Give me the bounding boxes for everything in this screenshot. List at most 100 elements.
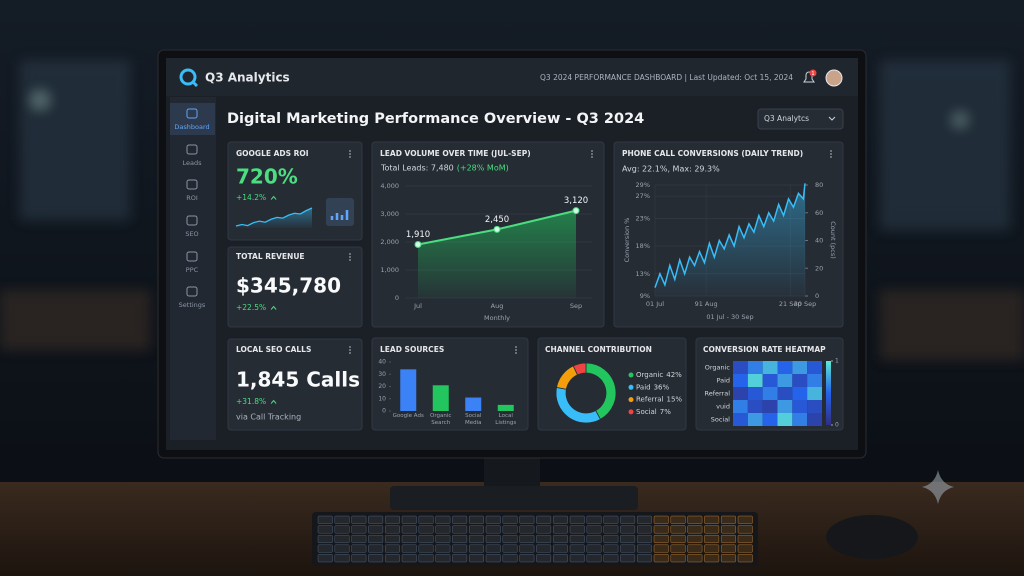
y-tick-label: 30 — [378, 371, 386, 378]
heat-cell — [762, 400, 778, 413]
sidebar-label[interactable]: Settings — [179, 301, 206, 309]
sidebar-label[interactable]: PPC — [186, 266, 199, 274]
chart-title: LEAD SOURCES — [380, 345, 444, 354]
office-blur — [0, 60, 1024, 360]
key — [334, 554, 350, 563]
x-tick-label: 21 Sep — [779, 300, 802, 308]
key — [435, 554, 451, 563]
heat-cell — [747, 413, 763, 426]
key — [469, 535, 484, 544]
y2-tick-label: 0 — [815, 292, 819, 300]
key — [721, 554, 736, 563]
x-tick-label-box: Local Listings — [495, 413, 517, 426]
key — [334, 525, 350, 534]
row-label: Organic — [705, 364, 731, 372]
sidebar-label[interactable]: ROI — [186, 194, 198, 202]
legend-swatch — [628, 409, 634, 415]
y-tick-label: 40 — [378, 359, 386, 366]
heat-cell — [792, 413, 808, 426]
key — [704, 525, 720, 534]
menu-dot — [830, 153, 832, 155]
menu-dot — [349, 256, 351, 258]
y-tick-label: 0 — [395, 294, 399, 302]
key — [569, 525, 585, 534]
menu-dot — [349, 153, 351, 155]
key — [687, 515, 703, 524]
key — [317, 554, 333, 563]
sidebar-label[interactable]: SEO — [185, 230, 198, 238]
colorbar-label: 0 — [835, 422, 839, 429]
y-tick-label: 2,000 — [380, 238, 399, 246]
sidebar-active[interactable] — [170, 103, 215, 135]
menu-dot — [349, 352, 351, 354]
dropdown-label[interactable]: Q3 Analytcs — [764, 114, 809, 123]
key — [334, 544, 350, 553]
key — [469, 554, 484, 563]
key — [704, 535, 720, 544]
key — [385, 544, 400, 553]
chart-title: CONVERSION RATE HEATMAP — [703, 345, 826, 354]
key — [637, 535, 652, 544]
key — [620, 525, 636, 534]
key — [721, 544, 736, 553]
x-tick-label: Organic Search — [430, 413, 452, 426]
heat-cell — [777, 413, 793, 426]
chart-icon-button[interactable] — [326, 198, 354, 226]
heat-cell — [762, 413, 778, 426]
heat-cell — [777, 400, 793, 413]
key — [553, 554, 568, 563]
key — [637, 525, 652, 534]
key — [637, 544, 652, 553]
key — [670, 554, 686, 563]
y2-tick-label: 60 — [815, 209, 823, 217]
key — [401, 525, 417, 534]
heat-cell — [733, 400, 748, 413]
dropdown[interactable] — [757, 108, 844, 130]
avatar[interactable] — [825, 69, 843, 87]
heat-cell — [807, 361, 822, 374]
key — [620, 535, 636, 544]
key — [351, 525, 367, 534]
colorbar-label: 1 — [835, 358, 839, 365]
bar — [497, 404, 514, 411]
key — [502, 554, 518, 563]
heat-cell — [733, 374, 748, 387]
sparkle — [922, 470, 954, 504]
kpi-change: +14.2% — [236, 193, 266, 202]
heat-cell — [777, 387, 793, 400]
menu-dot — [349, 150, 351, 152]
key — [351, 544, 367, 553]
sidebar-label[interactable]: Dashboard — [174, 123, 209, 131]
kpi-value: $345,780 — [236, 274, 341, 298]
row-label: vuid — [716, 403, 730, 411]
key — [721, 535, 736, 544]
chart-title: CHANNEL CONTRIBUTION — [545, 345, 652, 354]
sparkline-area — [236, 208, 312, 228]
key — [418, 525, 434, 534]
key — [553, 525, 568, 534]
y-tick-label: 27% — [636, 192, 650, 200]
key — [368, 554, 384, 563]
heat-cell — [777, 361, 793, 374]
x-tick-label: Local Listings — [495, 413, 517, 426]
x-tick-label-box: Google Ads — [393, 413, 424, 419]
legend-value: 36% — [654, 383, 670, 391]
x-tick-label-box: Social Media — [465, 413, 482, 426]
key — [519, 525, 535, 534]
legend-label: Referral — [636, 396, 664, 404]
area — [418, 210, 576, 298]
legend-label: Organic — [636, 371, 663, 379]
heat-cell — [762, 361, 778, 374]
heat-cell — [792, 387, 808, 400]
key — [721, 525, 736, 534]
key — [569, 544, 585, 553]
key — [485, 515, 501, 524]
key — [469, 515, 484, 524]
mouse — [826, 515, 918, 559]
key — [620, 515, 636, 524]
y-tick-label: 9% — [640, 292, 650, 300]
key — [452, 554, 468, 563]
sidebar-label[interactable]: Leads — [182, 159, 202, 167]
heat-cell — [807, 413, 822, 426]
